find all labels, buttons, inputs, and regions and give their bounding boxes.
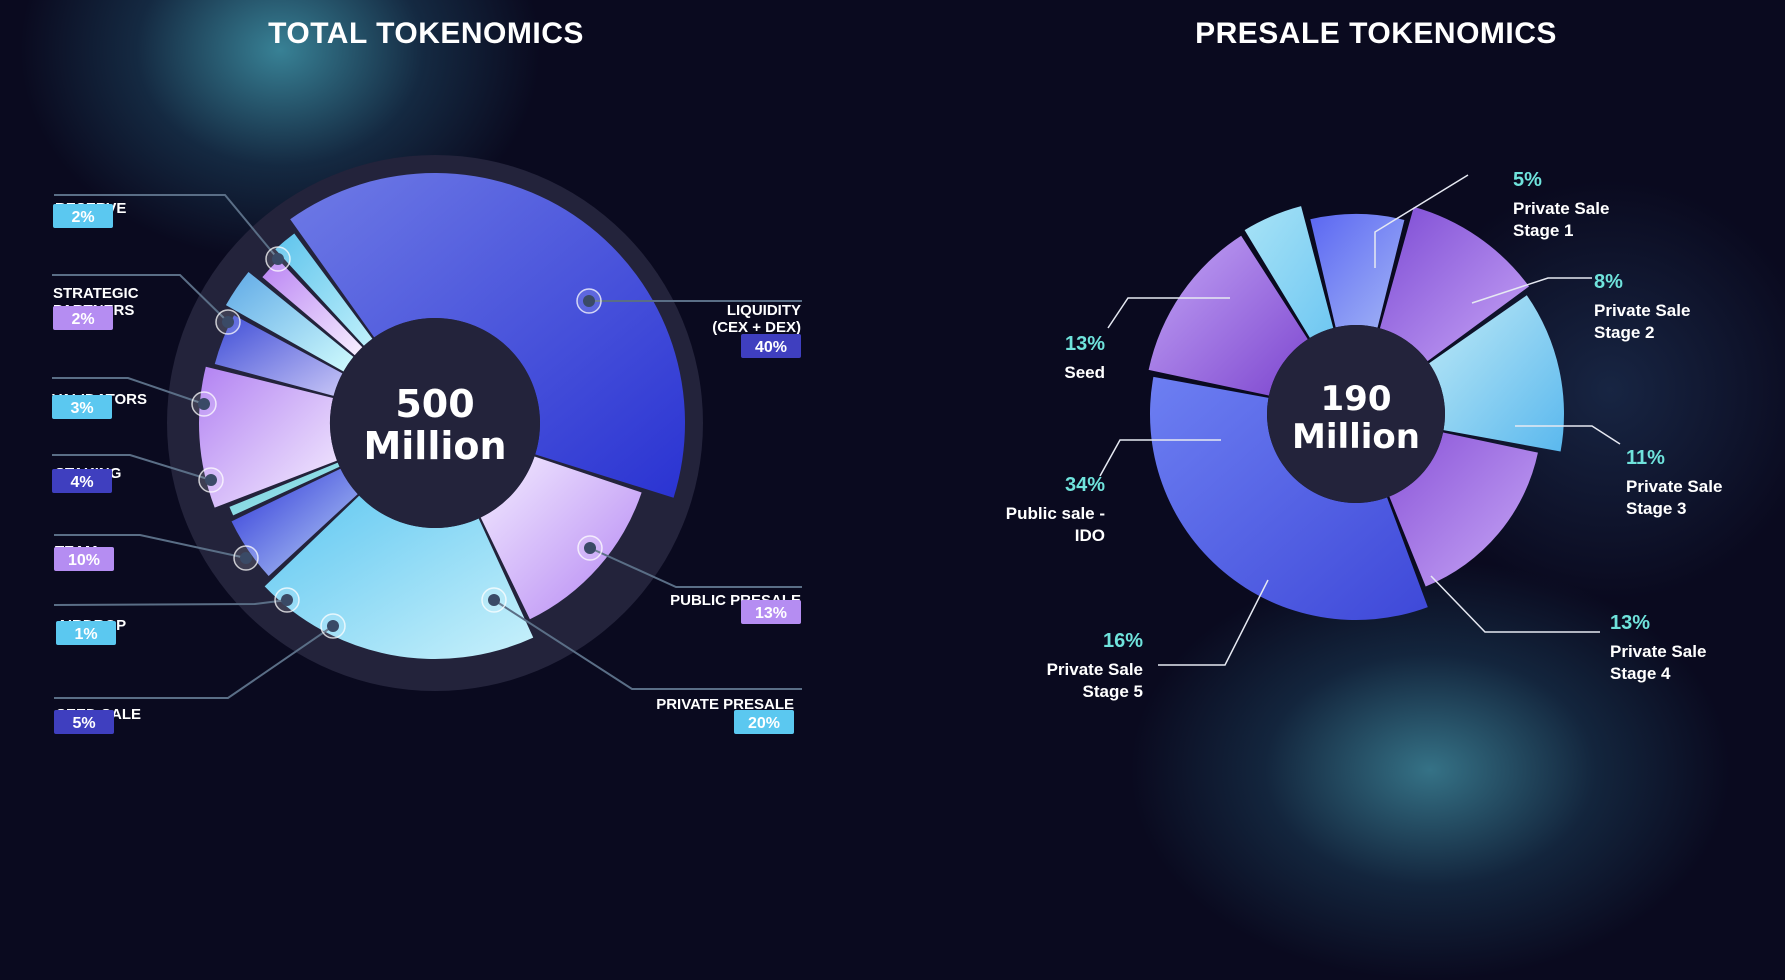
total-badge-value-public-presale: 13% — [755, 605, 787, 622]
total-badge-value-airdrop: 1% — [74, 626, 97, 643]
presale-label-public-sale-ido-line-1: Public sale - — [1006, 504, 1105, 523]
total-marker-dot-liquidity-cex-dex — [583, 295, 595, 307]
total-badge-value-staking: 4% — [70, 474, 93, 491]
presale-label-private-sale-stage-3-line-2: Stage 3 — [1626, 499, 1686, 518]
presale-connector-private-sale-stage-5 — [1158, 580, 1268, 665]
total-badge-value-private-presale: 20% — [748, 715, 780, 732]
presale-percent-private-sale-stage-2: 8% — [1594, 271, 1623, 293]
presale-center-value: 190 — [1321, 379, 1392, 419]
presale-label-private-sale-stage-5-line-1: Private Sale — [1047, 660, 1143, 679]
presale-label-private-sale-stage-1-line-1: Private Sale — [1513, 199, 1609, 218]
presale-percent-public-sale-ido: 34% — [1065, 474, 1105, 496]
presale-center-unit: Million — [1292, 417, 1420, 457]
total-marker-dot-airdrop — [281, 594, 293, 606]
presale-label-private-sale-stage-2-line-1: Private Sale — [1594, 301, 1690, 320]
total-badge-value-seed-sale: 5% — [72, 715, 95, 732]
total-badge-value-liquidity-cex-dex: 40% — [755, 339, 787, 356]
total-badge-value-validators: 3% — [70, 400, 93, 417]
presale-label-private-sale-stage-3-line-1: Private Sale — [1626, 477, 1722, 496]
total-marker-dot-strategic-partners — [222, 316, 234, 328]
presale-label-seed: Seed — [1064, 363, 1105, 382]
total-marker-dot-team — [240, 552, 252, 564]
total-marker-dot-public-presale — [584, 542, 596, 554]
presale-label-private-sale-stage-2-line-2: Stage 2 — [1594, 323, 1654, 342]
presale-label-public-sale-ido-line-2: IDO — [1075, 526, 1105, 545]
presale-percent-private-sale-stage-4: 13% — [1610, 612, 1650, 634]
presale-label-private-sale-stage-5-line-2: Stage 5 — [1083, 682, 1143, 701]
total-marker-dot-reserve — [272, 253, 284, 265]
total-badge-value-strategic-partners: 2% — [71, 311, 94, 328]
presale-label-private-sale-stage-4-line-2: Stage 4 — [1610, 664, 1671, 683]
total-badge-value-reserve: 2% — [71, 209, 94, 226]
total-label-liquidity-cex-dex-line-2: (CEX + DEX) — [712, 319, 801, 336]
total-center-value: 500 — [395, 382, 474, 426]
total-center-unit: Million — [363, 424, 506, 468]
presale-percent-private-sale-stage-1: 5% — [1513, 169, 1542, 191]
total-marker-dot-validators — [198, 398, 210, 410]
presale-label-private-sale-stage-4-line-1: Private Sale — [1610, 642, 1706, 661]
presale-percent-private-sale-stage-5: 16% — [1103, 630, 1143, 652]
total-badge-value-team: 10% — [68, 552, 100, 569]
presale-label-private-sale-stage-1-line-2: Stage 1 — [1513, 221, 1573, 240]
presale-percent-private-sale-stage-3: 11% — [1626, 447, 1665, 469]
presale-connector-private-sale-stage-4 — [1431, 576, 1600, 632]
total-marker-dot-seed-sale — [327, 620, 339, 632]
total-label-strategic-partners-line-1: STRATEGIC — [53, 285, 139, 302]
total-marker-dot-staking — [205, 474, 217, 486]
presale-percent-seed: 13% — [1065, 333, 1105, 355]
total-label-liquidity-cex-dex-line-1: LIQUIDITY — [727, 302, 801, 319]
total-marker-dot-private-presale — [488, 594, 500, 606]
